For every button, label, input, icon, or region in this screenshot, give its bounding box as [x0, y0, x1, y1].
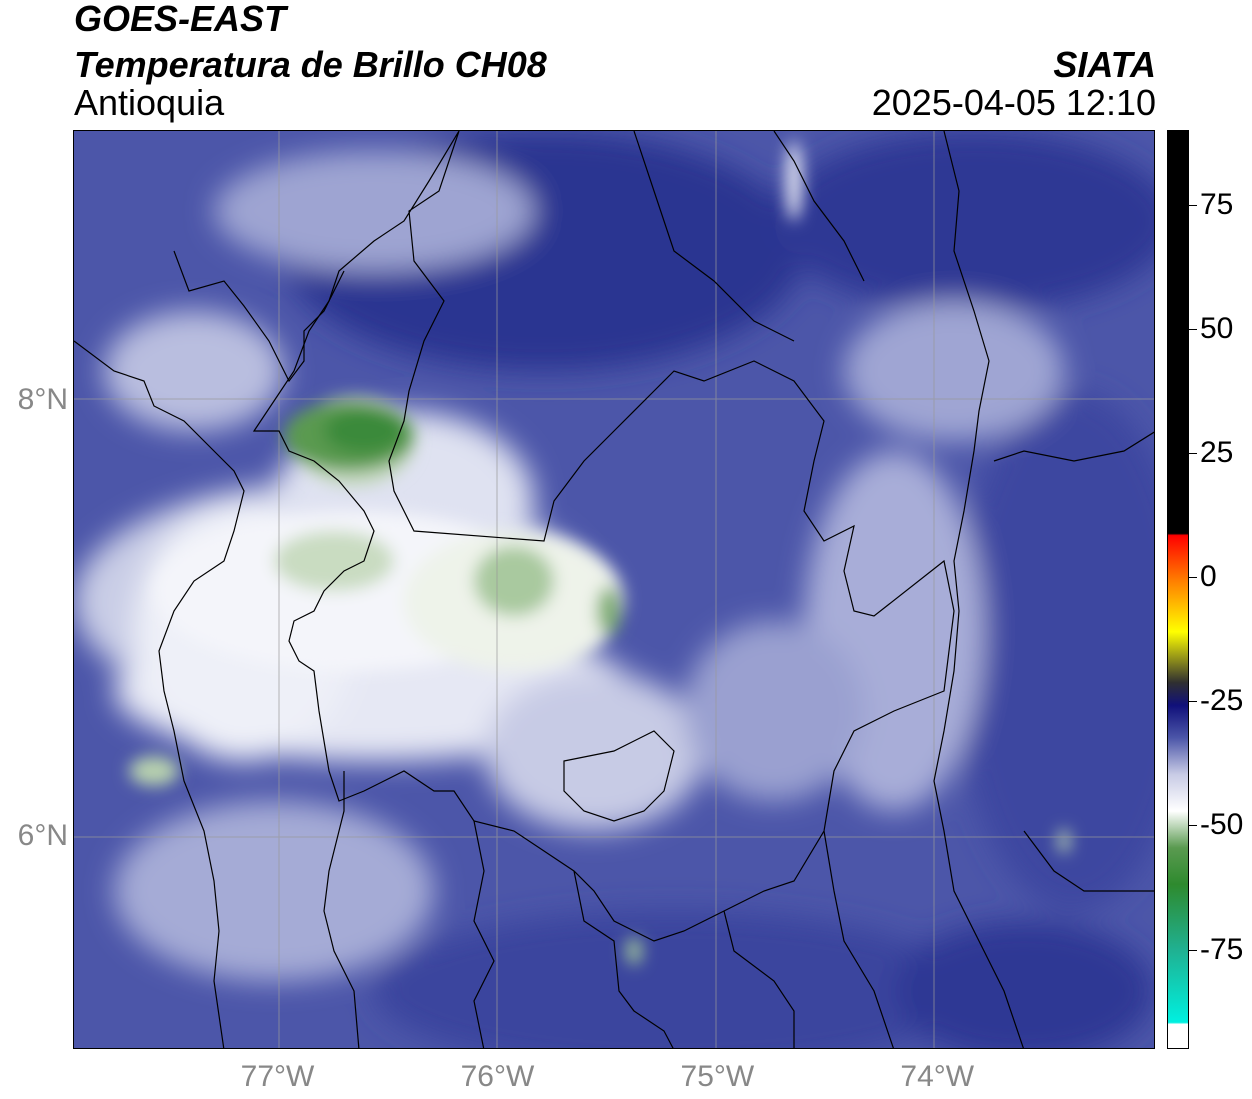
colorbar-tick-mark	[1189, 328, 1197, 330]
cold-cloud-tops	[129, 141, 1070, 965]
satellite-map	[73, 130, 1155, 1049]
map-canvas	[74, 131, 1154, 1048]
colorbar-tick-mark	[1189, 204, 1197, 206]
colorbar-gradient	[1168, 131, 1188, 1048]
colorbar	[1167, 130, 1189, 1049]
border-north-2	[773, 131, 865, 282]
administrative-borders	[74, 131, 1154, 1048]
lon-label-77w: 77°W	[240, 1060, 315, 1093]
organization-label: SIATA	[1053, 44, 1156, 85]
colorbar-tick-mark	[1189, 949, 1197, 951]
map-title-satellite: GOES-EAST	[74, 0, 287, 39]
lat-label-6n: 6°N	[17, 818, 68, 852]
antioquia-border	[252, 131, 955, 942]
colorbar-tick-label: -50	[1200, 808, 1244, 842]
border-south-4	[823, 830, 894, 1048]
choco-border	[323, 771, 360, 1048]
colorbar-tick-label: 0	[1200, 560, 1217, 594]
border-south-3	[723, 910, 795, 1048]
lat-label-8n: 8°N	[17, 383, 68, 417]
colorbar-tick-mark	[1189, 701, 1197, 703]
border-se	[1023, 830, 1154, 892]
border-north-1	[633, 131, 795, 342]
colorbar-tick-mark	[1189, 577, 1197, 579]
coastline-gulf	[173, 250, 345, 383]
coastline-west	[74, 340, 245, 1048]
lon-label-74w: 74°W	[900, 1060, 975, 1093]
colorbar-tick-label: 25	[1200, 435, 1234, 469]
timestamp-label: 2025-04-05 12:10	[871, 82, 1156, 123]
border-south-1	[473, 820, 495, 1048]
colorbar-tick-mark	[1189, 825, 1197, 827]
colorbar-tick-mark	[1189, 452, 1197, 454]
lon-label-76w: 76°W	[460, 1060, 535, 1093]
colorbar-tick-label: -25	[1200, 684, 1244, 718]
border-south-2	[573, 870, 674, 1048]
lon-label-75w: 75°W	[680, 1060, 755, 1093]
map-region-label: Antioquia	[74, 82, 225, 123]
graticule	[74, 131, 1154, 1048]
border-east-2	[993, 431, 1154, 462]
municipal-cluster	[563, 730, 675, 822]
border-east-1	[933, 131, 1024, 1048]
colorbar-tick-label: 50	[1200, 311, 1234, 345]
colorbar-tick-label: 75	[1200, 187, 1234, 221]
colorbar-tick-label: -75	[1200, 932, 1244, 966]
map-title-product: Temperatura de Brillo CH08	[74, 44, 547, 85]
